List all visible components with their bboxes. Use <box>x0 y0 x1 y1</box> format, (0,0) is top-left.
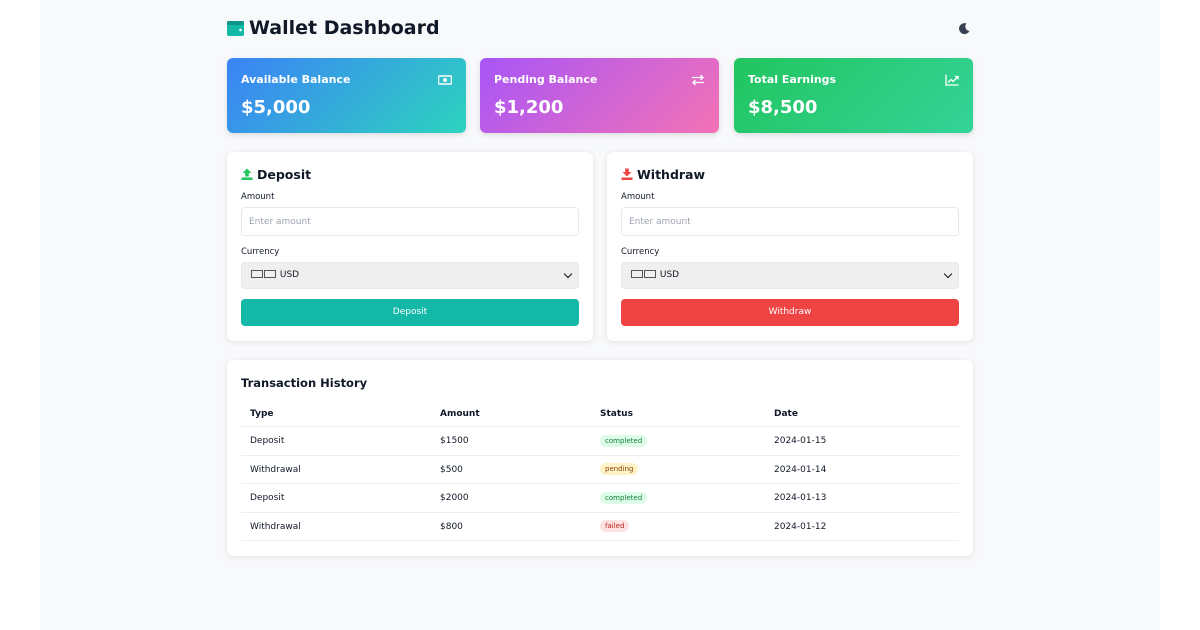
deposit-title: Deposit <box>257 167 312 182</box>
deposit-panel: Deposit Amount Currency USD Deposit <box>227 152 593 341</box>
withdraw-amount-label: Amount <box>621 192 655 202</box>
available-balance-card: Available Balance $5,000 <box>227 58 466 133</box>
transaction-type: Deposit <box>250 493 285 503</box>
table-row: Withdrawal $500 pending 2024-01-14 <box>241 456 959 484</box>
flag-icon <box>264 270 276 278</box>
exchange-icon <box>692 74 704 86</box>
transaction-amount: $2000 <box>440 493 469 503</box>
table-header-row: Type Amount Status Date <box>241 400 959 427</box>
status-cell: completed <box>600 427 648 455</box>
stat-label: Available Balance <box>241 73 351 86</box>
page-background: Wallet Dashboard Available Balance $5,00… <box>40 0 1160 630</box>
table-row: Deposit $1500 completed 2024-01-15 <box>241 427 959 456</box>
withdraw-currency-select[interactable]: USD <box>621 262 959 289</box>
column-header: Amount <box>440 409 480 419</box>
status-badge: pending <box>600 463 639 475</box>
transaction-type: Deposit <box>250 436 285 446</box>
header: Wallet Dashboard <box>227 14 973 44</box>
pending-balance-card: Pending Balance $1,200 <box>480 58 719 133</box>
deposit-currency-label: Currency <box>241 247 280 257</box>
stat-value: $8,500 <box>748 97 818 118</box>
transaction-type: Withdrawal <box>250 464 301 475</box>
withdraw-currency-value: USD <box>659 270 680 280</box>
moon-icon[interactable] <box>957 22 971 36</box>
flag-icon <box>631 270 643 278</box>
upload-icon <box>241 168 253 180</box>
status-badge: failed <box>600 520 630 532</box>
stat-label: Pending Balance <box>494 73 598 86</box>
withdraw-button[interactable]: Withdraw <box>621 299 959 326</box>
column-header: Type <box>250 409 274 419</box>
withdraw-title: Withdraw <box>637 167 706 182</box>
deposit-amount-label: Amount <box>241 192 275 202</box>
transaction-amount: $1500 <box>440 436 469 446</box>
status-cell: failed <box>600 513 630 541</box>
status-cell: completed <box>600 484 648 512</box>
table-row: Deposit $2000 completed 2024-01-13 <box>241 484 959 513</box>
withdraw-panel: Withdraw Amount Currency USD Withdraw <box>607 152 973 341</box>
deposit-button[interactable]: Deposit <box>241 299 579 326</box>
status-badge: completed <box>600 491 648 504</box>
withdraw-currency-label: Currency <box>621 247 660 257</box>
transaction-amount: $500 <box>440 464 463 475</box>
transaction-date: 2024-01-14 <box>774 464 827 475</box>
column-header: Status <box>600 409 633 419</box>
status-cell: pending <box>600 456 639 484</box>
transaction-date: 2024-01-15 <box>774 436 827 446</box>
stat-label: Total Earnings <box>748 73 837 86</box>
history-title: Transaction History <box>241 376 368 390</box>
chevron-down-icon <box>943 269 953 279</box>
total-earnings-card: Total Earnings $8,500 <box>734 58 973 133</box>
download-icon <box>621 168 633 180</box>
column-header: Date <box>774 409 798 419</box>
transaction-date: 2024-01-12 <box>774 521 827 532</box>
transaction-table: Type Amount Status Date Deposit $1500 co… <box>241 400 959 541</box>
chart-line-icon <box>945 74 959 86</box>
wallet-icon <box>227 21 244 36</box>
deposit-amount-input[interactable] <box>241 207 579 236</box>
chevron-down-icon <box>563 269 573 279</box>
deposit-currency-select[interactable]: USD <box>241 262 579 289</box>
transaction-type: Withdrawal <box>250 521 301 532</box>
transaction-history-panel: Transaction History Type Amount Status D… <box>227 360 973 556</box>
stat-value: $1,200 <box>494 97 564 118</box>
table-row: Withdrawal $800 failed 2024-01-12 <box>241 513 959 541</box>
transaction-date: 2024-01-13 <box>774 493 827 503</box>
transaction-amount: $800 <box>440 521 463 532</box>
stat-value: $5,000 <box>241 97 311 118</box>
status-badge: completed <box>600 434 648 447</box>
cash-icon <box>438 75 452 85</box>
withdraw-amount-input[interactable] <box>621 207 959 236</box>
deposit-currency-value: USD <box>279 270 300 280</box>
flag-icon <box>644 270 656 278</box>
page-title: Wallet Dashboard <box>249 17 440 39</box>
flag-icon <box>251 270 263 278</box>
